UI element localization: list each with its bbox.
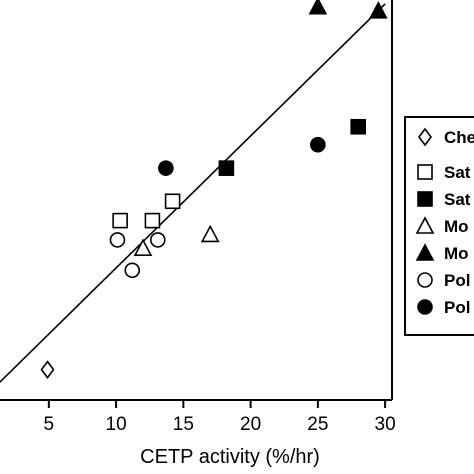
data-point-square-open [144,212,161,229]
legend-marker-triangle-open [415,216,435,234]
data-point-circle-open [109,232,126,248]
legend-box [404,116,474,336]
data-point-triangle-open [133,238,153,256]
plot-area: 5 10 15 20 25 30 [0,0,396,435]
legend-label: Sat [444,163,471,182]
x-tick-label: 10 [106,414,127,435]
legend: Che Sat Sat Mo Mo Pol Pol [404,116,474,336]
data-point-circle-filled [158,160,174,176]
legend-label: Sat [444,190,471,209]
data-point-triangle-filled [369,1,388,19]
data-point-square-filled [350,118,367,135]
x-tick-label: 20 [240,414,261,435]
x-tick-label: 15 [173,414,194,435]
data-point-square-open [112,212,128,229]
legend-label: Che [444,128,474,147]
data-point-diamond-open [40,360,55,379]
legend-marker-diamond-open [418,127,432,147]
legend-marker-square-open [417,164,433,180]
data-point-circle-open [124,262,141,279]
legend-marker-circle-filled [417,299,433,315]
x-tick-label: 30 [375,414,396,435]
legend-marker-triangle-filled [415,243,435,261]
legend-items: Che Sat Sat Mo Mo Pol Pol [415,127,474,317]
legend-marker-square-filled [417,191,433,207]
data-point-triangle-filled [308,0,328,15]
legend-label: Pol [444,271,470,290]
legend-label: Mo [444,217,469,236]
legend-label: Mo [444,244,469,263]
data-point-circle-filled [310,136,326,153]
data-point-square-open [164,193,181,210]
data-points [40,0,388,379]
x-tick-label: 25 [307,414,328,435]
trend-line [0,3,386,384]
x-axis-title: CETP activity (%/hr) [140,446,320,468]
x-axis-ticks: 5 10 15 20 25 30 [44,400,396,435]
data-point-circle-open [149,232,166,248]
legend-marker-circle-open [417,272,433,288]
data-point-square-filled [218,160,235,176]
legend-label: Pol [444,298,470,317]
x-tick-label: 5 [44,414,55,435]
data-point-triangle-open [200,224,220,243]
